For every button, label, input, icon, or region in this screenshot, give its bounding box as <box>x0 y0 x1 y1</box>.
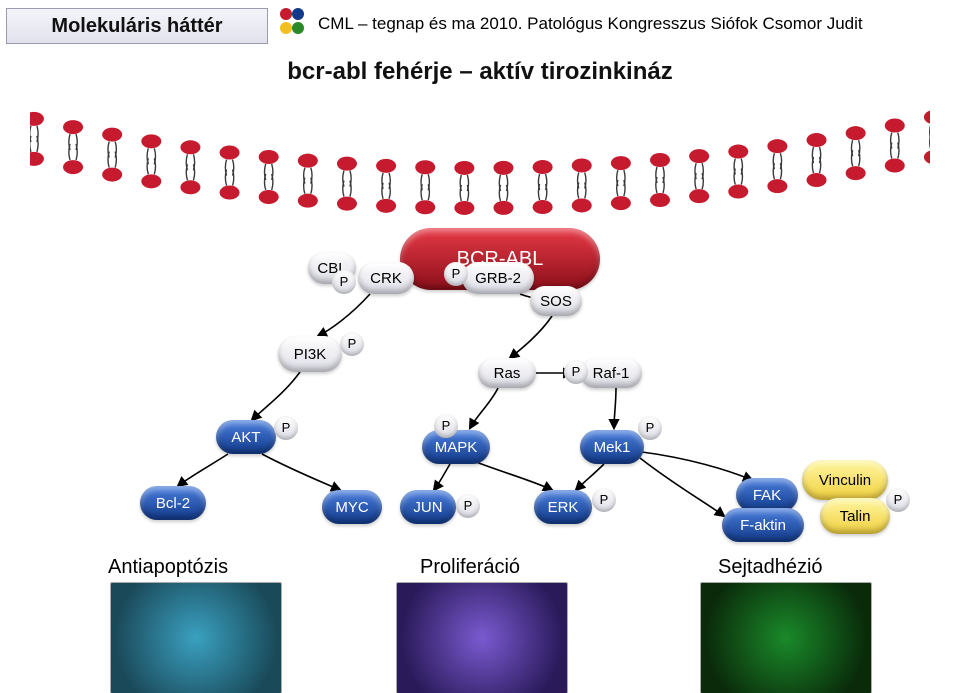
thumb-0 <box>110 582 282 693</box>
node-raf1: Raf-1 <box>580 358 642 388</box>
node-erk: ERK <box>534 490 592 524</box>
arrow-pi3k-akt <box>252 372 300 420</box>
node-faktin: F-aktin <box>722 508 804 542</box>
header-right-text: CML – tegnap és ma 2010. Patológus Kongr… <box>318 14 863 34</box>
node-crk: CRK <box>358 262 414 294</box>
membrane-icon <box>30 110 930 220</box>
arrow-akt-bcl2 <box>178 454 228 486</box>
outcome-proliferáció: Proliferáció <box>420 556 520 579</box>
p-badge-mapk: P <box>434 414 458 438</box>
node-fak: FAK <box>736 478 798 512</box>
outcome-antiapoptózis: Antiapoptózis <box>108 556 228 579</box>
p-badge-pi3k: P <box>340 332 364 356</box>
arrow-mapk-jun <box>434 464 450 490</box>
node-jun: JUN <box>400 490 456 524</box>
thumb-2 <box>700 582 872 693</box>
arrow-ras-mapk <box>470 388 498 428</box>
p-badge-mek1: P <box>638 416 662 440</box>
subtitle: bcr-abl fehérje – aktív tirozinkináz <box>0 58 960 86</box>
node-vinc: Vinculin <box>802 460 888 500</box>
logo-icon <box>276 4 308 44</box>
arrow-akt-myc <box>262 454 340 490</box>
node-grb2: GRB-2 <box>462 262 534 294</box>
p-badge-akt: P <box>274 416 298 440</box>
arrow-mek1-fak <box>642 452 752 480</box>
p-badge-cbl: P <box>332 270 356 294</box>
node-myc: MYC <box>322 490 382 524</box>
header-left-title: Molekuláris háttér <box>7 9 267 43</box>
p-badge-talin: P <box>886 488 910 512</box>
thumb-1 <box>396 582 568 693</box>
node-sos: SOS <box>530 286 582 316</box>
arrow-raf1-mek1 <box>614 388 616 428</box>
arrow-crk-pi3k <box>318 294 370 336</box>
p-badge-erk: P <box>592 488 616 512</box>
arrow-mapk-erk <box>476 462 552 490</box>
arrow-sos-ras <box>510 316 552 358</box>
node-akt: AKT <box>216 420 276 454</box>
p-badge-jun: P <box>456 494 480 518</box>
header-left-box: Molekuláris háttér <box>6 8 268 44</box>
arrow-mek1-erk <box>576 464 604 490</box>
node-pi3k: PI3K <box>278 336 342 372</box>
p-badge-grb2: P <box>444 262 468 286</box>
p-badge-raf1: P <box>564 360 588 384</box>
node-mapk: MAPK <box>422 430 490 464</box>
node-bcl2: Bcl-2 <box>140 486 206 520</box>
node-mek1: Mek1 <box>580 430 644 464</box>
arrow-mek1-faktin <box>640 458 724 516</box>
node-ras: Ras <box>478 358 536 388</box>
outcome-sejtadhézió: Sejtadhézió <box>718 556 823 579</box>
node-talin: Talin <box>820 498 890 534</box>
